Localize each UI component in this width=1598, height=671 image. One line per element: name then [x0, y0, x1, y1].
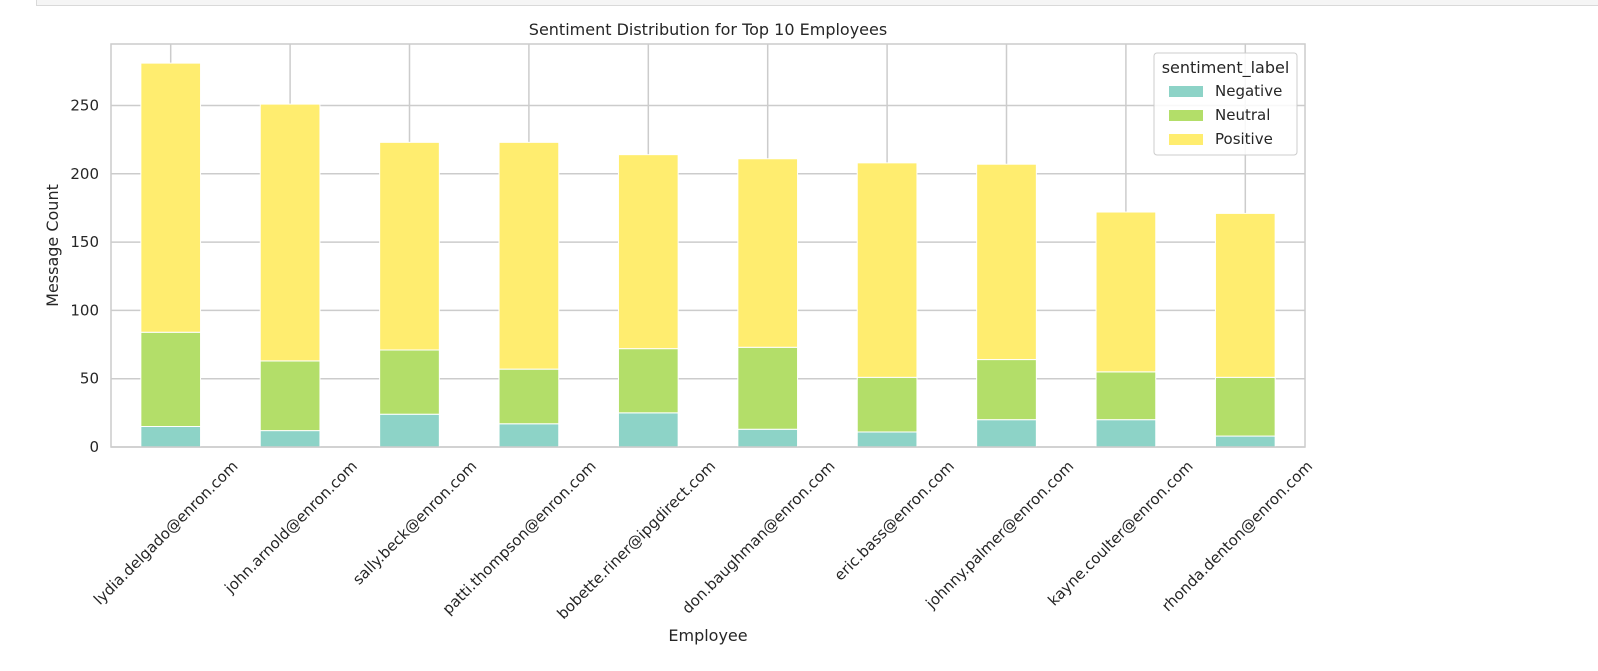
- bar-segment-positive: [617, 154, 679, 350]
- bar-segment-neutral: [140, 331, 202, 428]
- bar-segment-neutral: [259, 360, 321, 432]
- legend-swatch: [1169, 86, 1203, 97]
- bar-segment-negative: [379, 413, 440, 448]
- bar-segment-positive: [976, 163, 1037, 361]
- bar-segment-negative: [259, 430, 321, 448]
- bar-segment-negative: [1095, 419, 1157, 448]
- y-tick-labels: 0 50 100 150 200 250: [70, 96, 99, 456]
- chart-title: Sentiment Distribution for Top 10 Employ…: [529, 20, 887, 39]
- y-axis-label: Message Count: [43, 184, 62, 307]
- y-tick-label: 200: [70, 165, 99, 183]
- bar-segment-neutral: [498, 368, 560, 425]
- legend-item-label: Negative: [1215, 82, 1282, 100]
- y-tick-label: 50: [80, 370, 99, 388]
- bar-segment-positive: [856, 162, 918, 378]
- y-tick-label: 100: [70, 301, 99, 319]
- legend-item-label: Positive: [1215, 130, 1273, 148]
- bar-segment-neutral: [379, 349, 440, 415]
- legend-title: sentiment_label: [1162, 58, 1290, 78]
- bar-segment-neutral: [617, 348, 679, 414]
- x-tick-label: sally.beck@enron.com: [349, 457, 480, 588]
- bar-segment-negative: [140, 426, 202, 448]
- bar-segment-positive: [737, 158, 799, 348]
- bar-segment-positive: [259, 103, 321, 362]
- y-tick-label: 0: [89, 438, 99, 456]
- bar-segment-positive: [140, 62, 202, 333]
- legend: sentiment_label Negative Neutral Positive: [1153, 52, 1298, 156]
- bar-segment-negative: [737, 428, 799, 448]
- bar-segment-negative: [1214, 435, 1276, 448]
- bar-segment-negative: [856, 431, 918, 448]
- plot-frame: [110, 43, 1306, 448]
- x-tick-label: eric.bass@enron.com: [831, 457, 958, 584]
- x-tick-labels: lydia.delgado@enron.comjohn.arnold@enron…: [90, 457, 1316, 623]
- bar-segment-neutral: [737, 346, 799, 430]
- bar-segment-positive: [379, 141, 440, 351]
- bar-segment-positive: [1095, 211, 1157, 373]
- legend-swatch: [1169, 110, 1203, 121]
- bar-segment-negative: [976, 419, 1037, 448]
- y-tick-label: 150: [70, 233, 99, 251]
- bar-segment-negative: [498, 423, 560, 448]
- bar-segment-positive: [1214, 212, 1276, 378]
- x-axis-label: Employee: [668, 626, 747, 645]
- bar-segment-neutral: [856, 376, 918, 433]
- bar-segment-neutral: [976, 359, 1037, 421]
- bar-segment-neutral: [1095, 371, 1157, 421]
- bar-segment-negative: [617, 412, 679, 448]
- x-tick-label: lydia.delgado@enron.com: [90, 457, 241, 608]
- legend-box: [1153, 52, 1298, 156]
- legend-item-label: Neutral: [1215, 106, 1270, 124]
- legend-swatch: [1169, 134, 1203, 145]
- bar-segment-positive: [498, 141, 560, 370]
- x-tick-label: john.arnold@enron.com: [220, 457, 360, 597]
- cell-output-border: [36, 0, 1598, 6]
- legend-items: Negative Neutral Positive: [1169, 82, 1282, 148]
- bar-segment-neutral: [1214, 376, 1276, 437]
- bars: [140, 62, 1276, 448]
- y-tick-label: 250: [70, 96, 99, 114]
